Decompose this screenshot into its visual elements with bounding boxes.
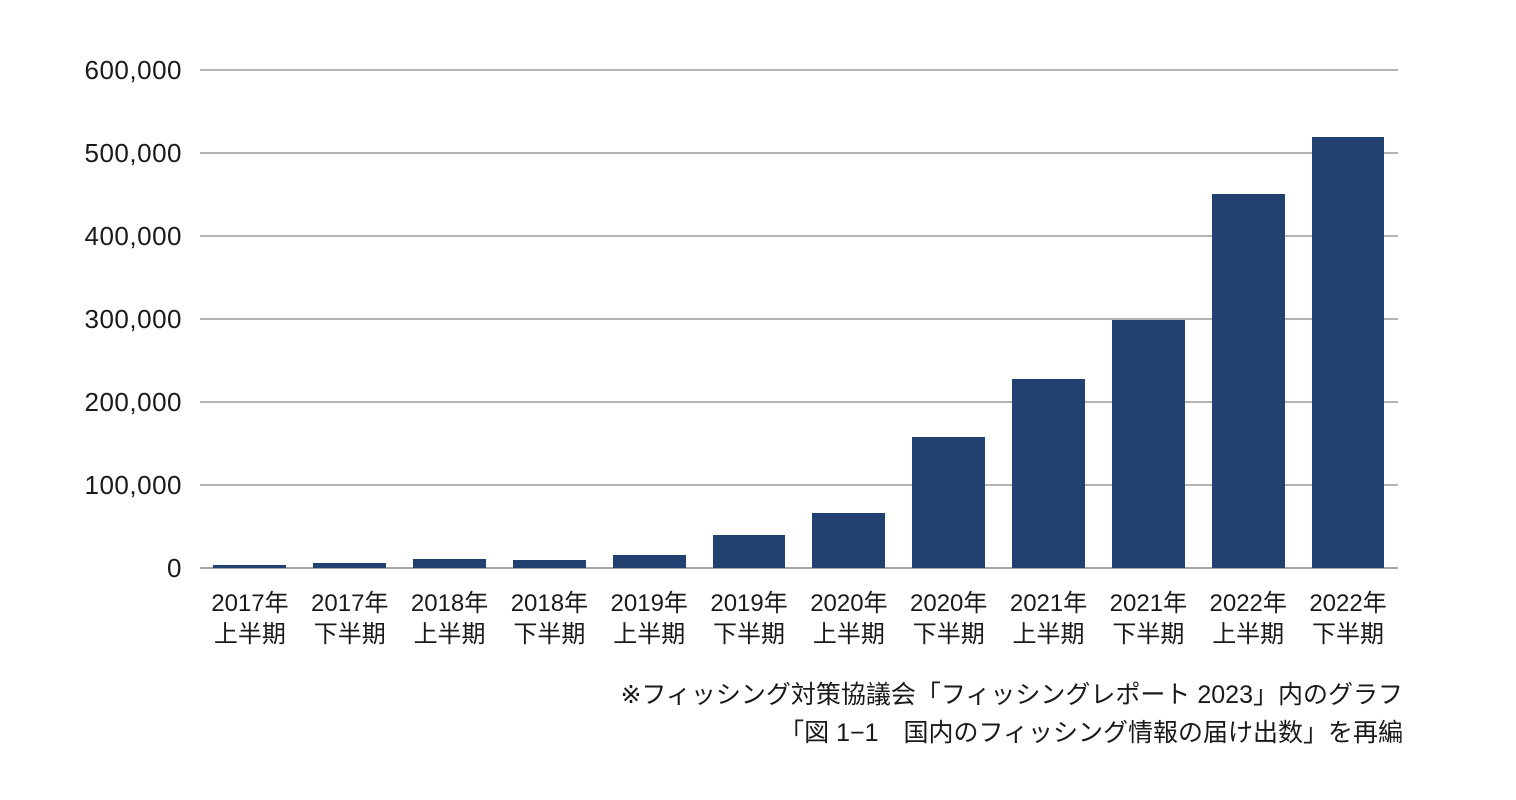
x-axis-category-label: 2017年 下半期 (311, 590, 389, 648)
y-axis-tick-label: 200,000 (84, 387, 182, 417)
x-axis-category-label: 2020年 上半期 (810, 590, 888, 648)
bar-slot (200, 70, 300, 568)
bar-slot (1198, 70, 1298, 568)
x-axis-category-label: 2021年 上半期 (1009, 590, 1088, 648)
gridline (200, 484, 1398, 486)
bar (313, 563, 387, 568)
x-axis-category-label: 2022年 下半期 (1309, 590, 1387, 648)
gridline (200, 152, 1398, 154)
source-caption: ※フィッシング対策協議会「フィッシングレポート 2023」内のグラフ 「図 1−… (620, 676, 1403, 752)
bar-slot (999, 70, 1099, 568)
source-caption-line-2: 「図 1−1 国内のフィッシング情報の届け出数」を再編 (779, 719, 1403, 747)
bar (612, 554, 686, 568)
bars-group (200, 70, 1398, 568)
x-axis-category-label: 2019年 上半期 (610, 590, 688, 648)
y-axis-tick-label: 600,000 (84, 55, 182, 85)
bar (1012, 378, 1085, 568)
gridline (200, 235, 1398, 237)
bar-slot (499, 70, 599, 568)
bar (1111, 320, 1185, 568)
x-axis-category-label: 2020年 下半期 (910, 590, 988, 648)
bar (1311, 137, 1385, 568)
bar-slot (1298, 70, 1398, 568)
bar (413, 559, 486, 568)
plot-area (200, 69, 1398, 569)
x-axis: 2017年 上半期 2017年 下半期 2018年 上半期 2018年 下半期 2019… (200, 588, 1398, 650)
bar-slot (899, 70, 999, 568)
bar (512, 560, 586, 568)
source-caption-line-1: ※フィッシング対策協議会「フィッシングレポート 2023」内のグラフ (620, 681, 1403, 709)
bar-slot (300, 70, 400, 568)
x-axis-category-label: 2022年 上半期 (1209, 590, 1287, 648)
y-axis-tick-label: 400,000 (84, 221, 182, 251)
x-axis-category-label: 2021年 下半期 (1109, 590, 1188, 648)
y-axis-tick-label: 300,000 (84, 304, 182, 334)
bar-slot (400, 70, 500, 568)
bar (912, 436, 986, 568)
bar-slot (1098, 70, 1198, 568)
x-axis-category-label: 2019年 下半期 (710, 590, 788, 648)
bar (812, 512, 886, 568)
x-axis-line (200, 567, 1398, 569)
bar-slot (699, 70, 799, 568)
bar-slot (799, 70, 899, 568)
x-axis-category-label: 2018年 下半期 (510, 590, 589, 648)
gridline (200, 318, 1398, 320)
gridline (200, 69, 1398, 71)
bar-slot (599, 70, 699, 568)
bar (213, 564, 287, 568)
x-axis-category-label: 2018年 上半期 (410, 590, 489, 648)
x-axis-category-label: 2017年 上半期 (211, 590, 289, 648)
y-axis-tick-label: 0 (167, 553, 182, 583)
bar (712, 535, 786, 568)
y-axis-tick-label: 500,000 (84, 138, 182, 168)
bar (1211, 194, 1285, 568)
gridline (200, 401, 1398, 403)
y-axis-tick-label: 100,000 (84, 470, 182, 500)
